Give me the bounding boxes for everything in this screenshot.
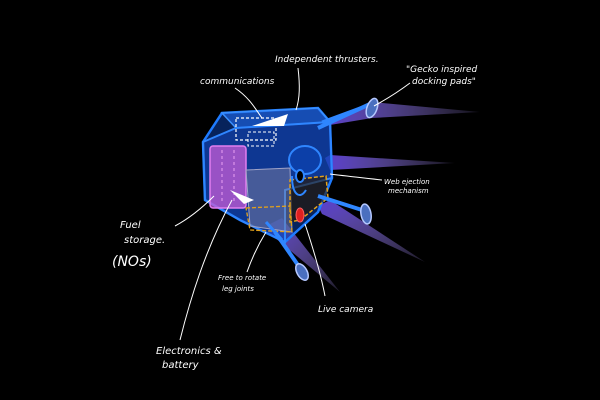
docking-pad-upper bbox=[365, 97, 379, 119]
communications-arrow bbox=[252, 114, 288, 126]
communications-module bbox=[235, 117, 277, 141]
thruster-plume-middle bbox=[325, 155, 455, 170]
label-leg-joints-line1: Free to rotate bbox=[218, 274, 266, 282]
label-docking-pads-line1: "Gecko inspired bbox=[406, 65, 478, 75]
label-web-ejection-line1: Web ejection bbox=[384, 178, 430, 186]
label-independent-thrusters: Independent thrusters. bbox=[275, 55, 379, 65]
label-communications: communications bbox=[200, 77, 275, 87]
label-electronics-line2: battery bbox=[162, 360, 200, 371]
label-leg-joints-line2: leg joints bbox=[222, 285, 254, 293]
electronics-arrow bbox=[230, 190, 254, 204]
docking-pad-lower bbox=[295, 263, 309, 281]
leader-lines bbox=[174, 67, 411, 341]
live-camera bbox=[295, 207, 305, 223]
label-fuel-line2: storage. bbox=[124, 235, 165, 246]
web-ejection-cylinder bbox=[288, 145, 322, 175]
label-live-camera: Live camera bbox=[318, 305, 373, 315]
label-docking-pads-line2: docking pads" bbox=[412, 77, 476, 87]
label-web-ejection-line2: mechanism bbox=[388, 187, 429, 195]
thruster-arm-upper bbox=[317, 102, 371, 130]
label-fuel-line3: (NOs) bbox=[112, 254, 152, 270]
label-fuel-line1: Fuel bbox=[120, 220, 141, 231]
thruster-plume-lower-right bbox=[318, 200, 425, 262]
leg-right bbox=[317, 194, 363, 212]
docking-pad-right bbox=[360, 203, 372, 225]
label-electronics-line1: Electronics & bbox=[156, 346, 222, 357]
